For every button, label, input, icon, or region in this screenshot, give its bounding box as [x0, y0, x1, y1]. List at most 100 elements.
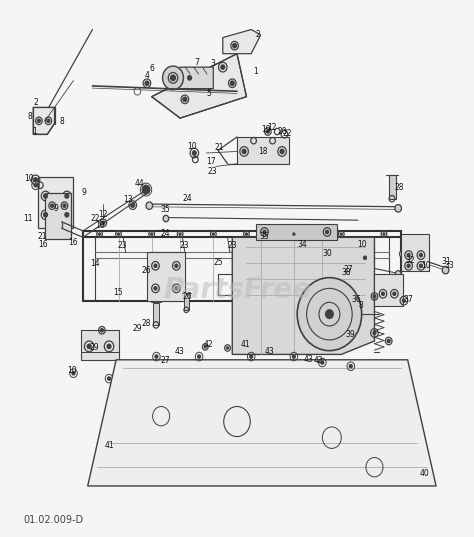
Bar [147, 252, 185, 301]
Text: 11: 11 [24, 214, 33, 223]
Text: 10: 10 [25, 174, 34, 183]
Circle shape [102, 221, 105, 224]
Text: 36: 36 [352, 295, 361, 303]
Text: 18: 18 [258, 147, 268, 156]
Circle shape [373, 295, 376, 298]
Circle shape [233, 43, 237, 48]
Text: 23: 23 [228, 241, 237, 250]
Circle shape [175, 287, 178, 290]
Text: 23: 23 [118, 241, 127, 250]
Circle shape [442, 266, 449, 274]
Text: 10: 10 [357, 240, 366, 249]
Circle shape [280, 149, 284, 154]
Circle shape [37, 119, 40, 122]
Circle shape [246, 233, 247, 235]
Circle shape [155, 355, 158, 358]
Circle shape [227, 347, 228, 349]
Circle shape [131, 203, 135, 207]
Text: 17: 17 [206, 157, 216, 165]
Text: 25: 25 [213, 258, 223, 266]
Circle shape [87, 344, 91, 349]
Circle shape [198, 355, 201, 358]
Circle shape [373, 331, 376, 335]
Circle shape [72, 372, 75, 375]
Bar [401, 234, 429, 271]
Text: 5: 5 [206, 89, 211, 98]
Polygon shape [88, 360, 436, 486]
Text: 20: 20 [277, 127, 287, 135]
Text: 21: 21 [214, 143, 224, 152]
Text: 43: 43 [264, 347, 274, 356]
Circle shape [192, 151, 196, 155]
Circle shape [230, 81, 234, 85]
Text: 6: 6 [149, 64, 154, 72]
Circle shape [419, 264, 422, 267]
Text: 12: 12 [267, 124, 277, 132]
Circle shape [34, 184, 37, 187]
Circle shape [107, 344, 111, 349]
Circle shape [407, 264, 410, 267]
Bar [184, 293, 189, 310]
Text: 44: 44 [135, 179, 145, 188]
Text: 7: 7 [194, 59, 199, 67]
Circle shape [118, 233, 119, 235]
Circle shape [163, 215, 169, 222]
Text: 23: 23 [179, 241, 189, 250]
Circle shape [266, 130, 269, 133]
Text: 9: 9 [82, 188, 87, 197]
Circle shape [364, 256, 366, 259]
Circle shape [395, 271, 401, 277]
Bar [256, 224, 337, 240]
Circle shape [183, 97, 187, 101]
Text: 29: 29 [133, 324, 142, 333]
Bar [38, 177, 73, 228]
Circle shape [100, 329, 103, 332]
Text: 30: 30 [322, 249, 332, 258]
Circle shape [402, 299, 405, 302]
Circle shape [393, 292, 396, 295]
Circle shape [51, 204, 54, 207]
Text: 16: 16 [69, 238, 78, 247]
Circle shape [382, 292, 384, 295]
Text: 32: 32 [405, 256, 415, 265]
Circle shape [145, 81, 149, 85]
Circle shape [154, 287, 157, 290]
Circle shape [44, 194, 47, 198]
Circle shape [188, 76, 191, 80]
Circle shape [419, 253, 422, 257]
Text: 35: 35 [160, 205, 170, 214]
Circle shape [297, 278, 362, 351]
Circle shape [212, 233, 214, 235]
Circle shape [407, 253, 410, 257]
Text: 38: 38 [341, 268, 351, 277]
Circle shape [171, 75, 175, 81]
Text: 16: 16 [38, 240, 47, 249]
Circle shape [250, 355, 253, 358]
Circle shape [99, 233, 100, 235]
Polygon shape [33, 107, 55, 134]
Circle shape [400, 250, 406, 258]
Text: 8: 8 [359, 301, 364, 309]
Text: 42: 42 [314, 357, 323, 365]
Circle shape [163, 66, 183, 90]
Text: 28: 28 [141, 319, 151, 328]
Text: 10: 10 [67, 366, 77, 375]
Text: 10: 10 [188, 142, 197, 150]
Circle shape [242, 149, 246, 154]
Polygon shape [223, 30, 261, 54]
Text: 37: 37 [404, 295, 413, 304]
Text: 4: 4 [145, 71, 149, 79]
Polygon shape [166, 67, 213, 89]
Circle shape [151, 233, 153, 235]
Text: 9: 9 [53, 204, 58, 213]
Circle shape [383, 233, 385, 235]
Text: 35: 35 [260, 232, 269, 241]
Bar [153, 303, 159, 325]
Text: 29: 29 [89, 344, 99, 352]
Text: 39: 39 [346, 330, 356, 338]
Text: PartsFree: PartsFree [163, 276, 311, 304]
Circle shape [387, 339, 390, 343]
Text: 2: 2 [33, 98, 38, 106]
Circle shape [47, 119, 50, 122]
Circle shape [204, 346, 206, 348]
